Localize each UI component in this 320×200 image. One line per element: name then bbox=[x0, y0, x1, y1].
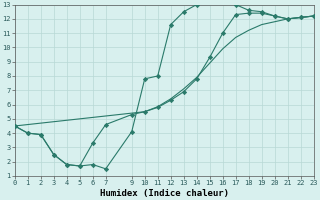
X-axis label: Humidex (Indice chaleur): Humidex (Indice chaleur) bbox=[100, 189, 229, 198]
